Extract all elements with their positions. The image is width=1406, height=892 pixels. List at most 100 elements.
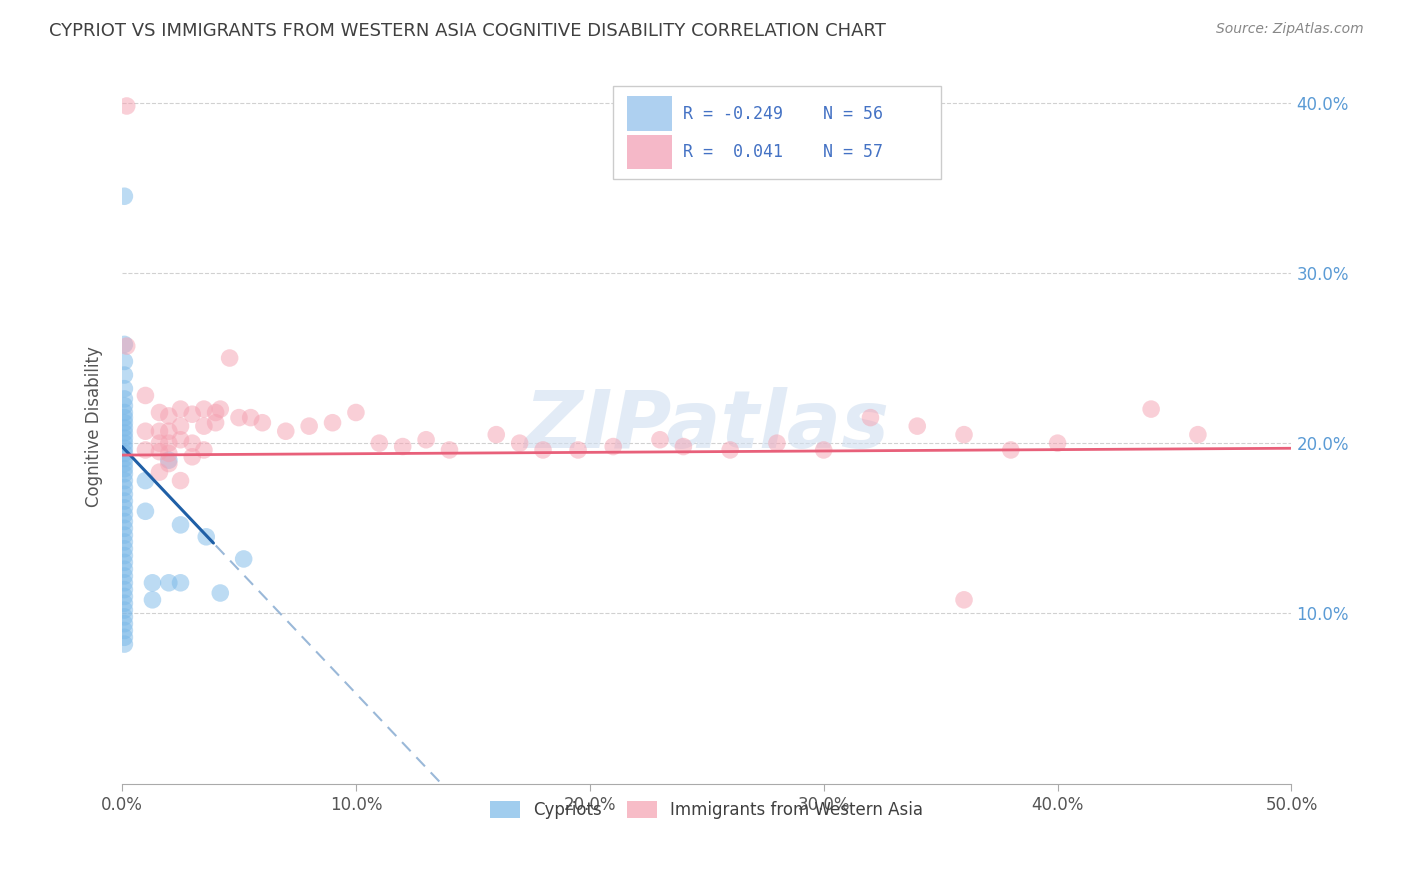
Point (193, 442, 215, 457)
FancyBboxPatch shape (627, 96, 672, 131)
Point (112, 436, 135, 450)
Point (112, 590, 135, 604)
Point (485, 427, 508, 442)
Point (228, 410, 250, 425)
Point (112, 410, 135, 425)
Point (112, 562, 135, 576)
Point (204, 416, 226, 430)
Point (112, 624, 135, 638)
Point (134, 442, 156, 457)
Point (115, 99, 138, 113)
Point (181, 436, 204, 450)
Point (112, 392, 135, 406)
FancyBboxPatch shape (613, 87, 941, 179)
Point (1046, 436, 1069, 450)
Point (112, 480, 135, 494)
Point (193, 419, 215, 434)
Point (112, 582, 135, 597)
Point (112, 467, 135, 481)
Point (252, 416, 274, 430)
FancyBboxPatch shape (627, 135, 672, 169)
Point (859, 410, 882, 425)
Point (415, 433, 437, 447)
Point (218, 351, 240, 365)
Point (112, 457, 135, 471)
Point (148, 465, 170, 479)
Point (112, 515, 135, 529)
Point (169, 575, 191, 590)
Point (298, 419, 321, 434)
Point (953, 427, 976, 442)
Point (112, 610, 135, 624)
Point (239, 410, 262, 425)
Point (112, 487, 135, 501)
Point (602, 440, 624, 454)
Point (648, 433, 671, 447)
Point (169, 402, 191, 417)
Point (115, 339, 138, 353)
Point (232, 552, 254, 566)
Point (813, 442, 835, 457)
Point (368, 436, 391, 450)
Y-axis label: Cognitive Disability: Cognitive Disability (86, 346, 103, 507)
Point (112, 575, 135, 590)
Point (112, 500, 135, 515)
Point (134, 504, 156, 518)
Text: Source: ZipAtlas.com: Source: ZipAtlas.com (1216, 22, 1364, 37)
Point (112, 337, 135, 351)
Point (112, 616, 135, 631)
Point (567, 442, 589, 457)
Point (344, 405, 367, 419)
Text: R = -0.249    N = 56: R = -0.249 N = 56 (683, 104, 883, 122)
Point (112, 508, 135, 522)
Point (169, 517, 191, 532)
Point (1187, 427, 1209, 442)
Point (157, 446, 180, 460)
Point (141, 575, 163, 590)
Point (112, 425, 135, 440)
Point (148, 444, 170, 458)
Point (209, 586, 232, 600)
Point (169, 433, 191, 447)
Point (112, 603, 135, 617)
Point (766, 436, 789, 450)
Point (112, 368, 135, 382)
Point (204, 405, 226, 419)
Point (112, 421, 135, 435)
Point (112, 474, 135, 488)
Point (148, 436, 170, 450)
Point (1000, 442, 1022, 457)
Point (134, 388, 156, 402)
Point (181, 450, 204, 464)
Point (157, 436, 180, 450)
Point (112, 521, 135, 535)
Point (157, 424, 180, 438)
Point (141, 592, 163, 607)
Point (718, 442, 741, 457)
Point (112, 569, 135, 583)
Point (112, 494, 135, 508)
Point (112, 446, 135, 460)
Point (112, 535, 135, 549)
Point (905, 419, 928, 434)
Point (169, 474, 191, 488)
Text: ZIPatlas: ZIPatlas (524, 387, 889, 465)
Point (112, 528, 135, 542)
Point (112, 555, 135, 569)
Point (134, 424, 156, 438)
Point (112, 596, 135, 610)
Point (112, 630, 135, 644)
Text: R =  0.041    N = 57: R = 0.041 N = 57 (683, 144, 883, 161)
Point (112, 637, 135, 651)
Point (112, 189, 135, 203)
Point (112, 442, 135, 456)
Point (134, 474, 156, 488)
Point (391, 440, 413, 454)
Point (1140, 402, 1163, 417)
Point (112, 416, 135, 430)
Point (112, 354, 135, 368)
Point (209, 402, 232, 417)
Point (112, 382, 135, 396)
Point (274, 424, 297, 438)
Point (509, 436, 531, 450)
